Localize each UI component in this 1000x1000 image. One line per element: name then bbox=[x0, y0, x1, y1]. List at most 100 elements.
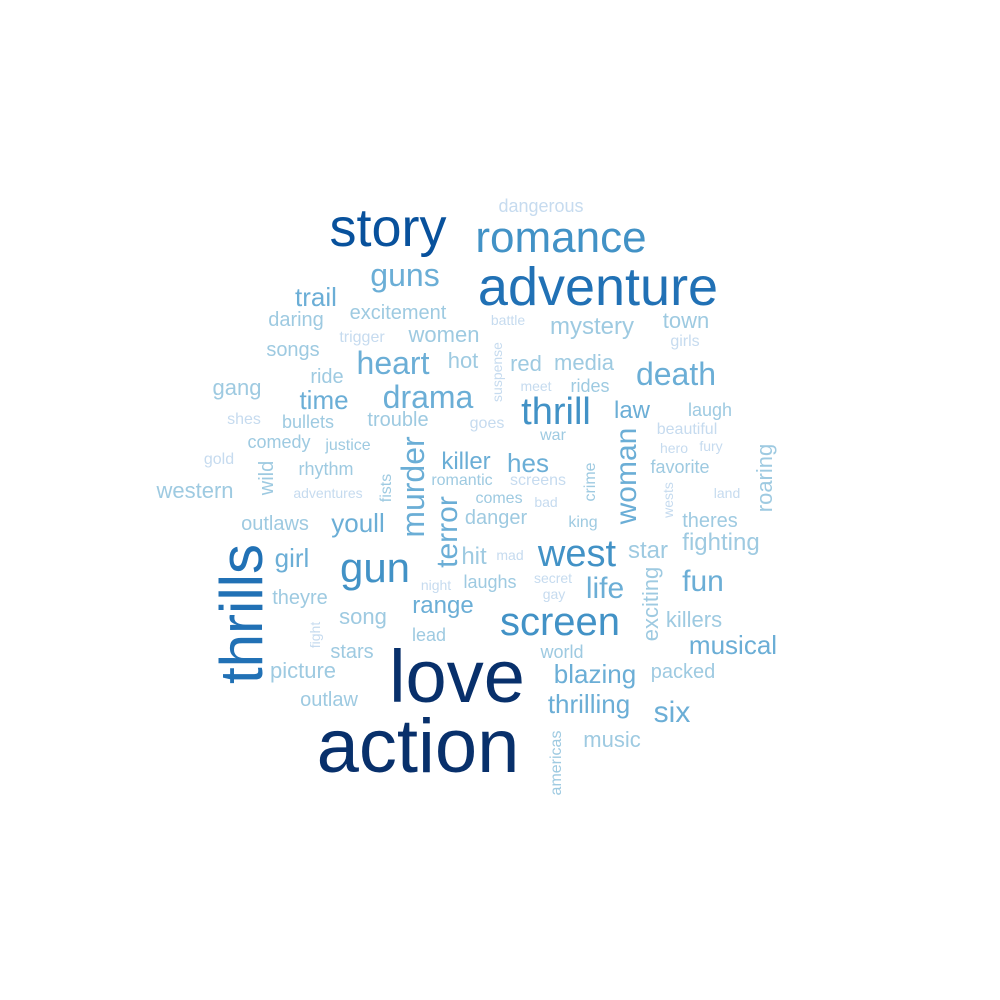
word-fury: fury bbox=[699, 438, 723, 454]
word-west: west bbox=[537, 533, 617, 575]
word-gold: gold bbox=[203, 451, 235, 468]
word-romantic: romantic bbox=[431, 472, 493, 489]
word-daring: daring bbox=[268, 309, 324, 331]
word-gay: gay bbox=[542, 586, 566, 602]
word-fists: fists bbox=[378, 473, 395, 503]
word-thrilling: thrilling bbox=[547, 689, 631, 719]
word-gang: gang bbox=[212, 375, 262, 400]
word-americas: americas bbox=[548, 730, 565, 796]
word-land: land bbox=[713, 485, 741, 501]
word-laughs: laughs bbox=[463, 572, 517, 592]
word-song: song bbox=[339, 604, 387, 629]
word-range: range bbox=[412, 592, 474, 619]
word-danger: danger bbox=[464, 507, 528, 529]
word-adventures: adventures bbox=[293, 485, 363, 501]
word-wild: wild bbox=[256, 460, 278, 496]
word-fighting: fighting bbox=[682, 529, 760, 556]
word-screens: screens bbox=[509, 472, 567, 489]
word-picture: picture bbox=[269, 658, 337, 683]
word-comedy: comedy bbox=[247, 432, 311, 452]
word-woman: woman bbox=[610, 427, 643, 525]
word-night: night bbox=[420, 577, 452, 593]
word-ride: ride bbox=[310, 366, 344, 388]
word-bullets: bullets bbox=[281, 412, 335, 432]
word-thrill: thrill bbox=[521, 391, 591, 433]
word-killers: killers bbox=[665, 607, 723, 632]
word-murder: murder bbox=[395, 436, 431, 538]
word-secret: secret bbox=[533, 570, 573, 586]
word-time: time bbox=[299, 385, 349, 415]
word-theres: theres bbox=[682, 510, 738, 532]
word-comes: comes bbox=[475, 490, 523, 507]
word-crime: crime bbox=[582, 462, 599, 502]
word-drama: drama bbox=[382, 379, 474, 415]
word-shes: shes bbox=[227, 411, 261, 428]
word-trigger: trigger bbox=[339, 329, 385, 346]
word-love: love bbox=[389, 635, 525, 718]
word-rides: rides bbox=[570, 376, 610, 396]
word-music: music bbox=[583, 727, 641, 752]
word-women: women bbox=[408, 322, 480, 347]
word-mad: mad bbox=[496, 547, 524, 563]
word-story: story bbox=[329, 198, 447, 258]
word-packed: packed bbox=[650, 661, 716, 683]
word-rhythm: rhythm bbox=[298, 459, 354, 479]
word-heart: heart bbox=[356, 345, 430, 381]
word-suspense: suspense bbox=[489, 342, 505, 402]
word-outlaw: outlaw bbox=[300, 689, 358, 711]
word-laugh: laugh bbox=[687, 400, 733, 420]
word-western: western bbox=[156, 478, 234, 503]
word-media: media bbox=[554, 350, 614, 375]
word-wests: wests bbox=[660, 482, 676, 518]
word-goes: goes bbox=[469, 415, 505, 432]
word-justice: justice bbox=[325, 437, 371, 454]
word-roaring: roaring bbox=[752, 443, 777, 513]
word-fight: fight bbox=[307, 621, 323, 649]
word-world: world bbox=[540, 642, 584, 662]
word-red: red bbox=[510, 351, 542, 376]
word-lead: lead bbox=[411, 625, 447, 645]
word-town: town bbox=[662, 308, 710, 333]
word-songs: songs bbox=[266, 339, 320, 361]
word-hit: hit bbox=[461, 543, 487, 570]
word-law: law bbox=[613, 397, 651, 424]
word-trouble: trouble bbox=[367, 409, 429, 431]
word-life: life bbox=[585, 572, 625, 605]
word-king: king bbox=[568, 514, 598, 531]
word-romance: romance bbox=[475, 213, 647, 262]
word-hot: hot bbox=[447, 348, 479, 373]
word-favorite: favorite bbox=[650, 457, 710, 477]
word-six: six bbox=[653, 696, 691, 729]
word-bad: bad bbox=[534, 494, 558, 510]
word-war: war bbox=[540, 427, 566, 444]
word-gun: gun bbox=[339, 544, 411, 591]
word-mystery: mystery bbox=[550, 313, 634, 340]
word-musical: musical bbox=[688, 630, 778, 660]
word-battle: battle bbox=[490, 312, 526, 328]
word-hero: hero bbox=[659, 440, 689, 456]
word-death: death bbox=[635, 356, 717, 392]
word-excitement: excitement bbox=[349, 302, 447, 324]
word-blazing: blazing bbox=[553, 659, 637, 689]
word-hes: hes bbox=[507, 448, 549, 478]
word-action: action bbox=[316, 704, 520, 789]
word-theyre: theyre bbox=[272, 587, 328, 609]
word-beautiful: beautiful bbox=[656, 421, 718, 438]
word-guns: guns bbox=[370, 257, 440, 293]
word-stars: stars bbox=[330, 641, 374, 663]
word-outlaws: outlaws bbox=[241, 513, 309, 535]
word-killer: killer bbox=[441, 448, 491, 475]
word-screen: screen bbox=[499, 600, 621, 644]
word-thrills: thrills bbox=[208, 543, 275, 685]
word-girls: girls bbox=[670, 333, 700, 350]
word-star: star bbox=[627, 537, 669, 564]
word-youll: youll bbox=[331, 508, 385, 538]
word-exciting: exciting bbox=[638, 566, 663, 642]
word-girl: girl bbox=[274, 543, 310, 573]
word-terror: terror bbox=[431, 496, 464, 568]
word-meet: meet bbox=[520, 378, 552, 394]
word-trail: trail bbox=[295, 282, 337, 312]
word-adventure: adventure bbox=[477, 257, 719, 317]
word-fun: fun bbox=[682, 565, 724, 598]
